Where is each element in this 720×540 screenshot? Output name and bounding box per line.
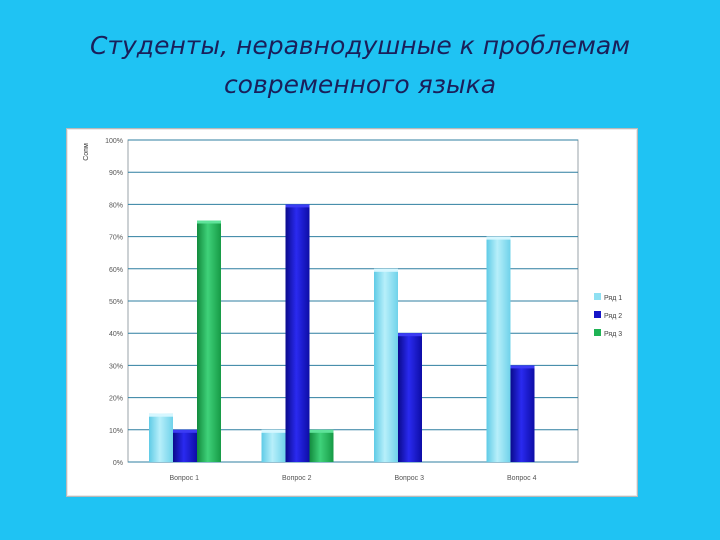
bar [398, 333, 422, 462]
legend-label: Ряд 3 [604, 331, 622, 338]
bar-top [309, 429, 334, 433]
bar [309, 429, 334, 462]
slide-title: Студенты, неравнодушные к проблемам совр… [0, 26, 720, 104]
bar [285, 204, 310, 462]
y-tick-label: 90% [109, 170, 123, 177]
bar [173, 429, 197, 462]
y-tick-label: 60% [109, 267, 123, 274]
bar-top [173, 429, 197, 433]
legend-swatch [594, 311, 601, 318]
bar [149, 413, 173, 462]
y-tick-label: 50% [109, 299, 123, 306]
bar [374, 268, 398, 462]
title-line-1: Студенты, неравнодушные к проблемам [89, 31, 631, 60]
bar [486, 236, 511, 462]
title-line-2: современного языка [223, 70, 497, 99]
y-tick-label: 20% [109, 396, 123, 403]
legend: Ряд 1 Ряд 2 Ряд 3 [594, 293, 622, 338]
x-tick-label: Вопрос 4 [507, 475, 537, 482]
legend-label: Ряд 1 [604, 295, 622, 302]
bars [149, 204, 535, 462]
bar-top [486, 236, 511, 240]
x-tick-label: Вопрос 3 [395, 475, 425, 482]
y-axis-label: Сопм [83, 143, 90, 161]
y-tick-label: 0% [113, 460, 123, 467]
y-tick-label: 100% [105, 138, 123, 145]
legend-swatch [594, 293, 601, 300]
bar [261, 429, 286, 462]
axis-labels: 0% 10% 20% 30% 40% 50% 60% 70% 80% 90% 100% Сопм Воп… [83, 138, 537, 482]
bar [197, 220, 221, 462]
y-tick-label: 10% [109, 428, 123, 435]
bar-top [510, 365, 535, 369]
bar-top [197, 220, 221, 224]
x-tick-label: Вопрос 2 [282, 475, 312, 482]
bar-top [374, 268, 398, 272]
x-tick-label: Вопрос 1 [170, 475, 200, 482]
y-tick-label: 80% [109, 202, 123, 209]
legend-label: Ряд 2 [604, 313, 622, 320]
bar-top [285, 204, 310, 208]
y-tick-label: 30% [109, 363, 123, 370]
y-tick-label: 70% [109, 235, 123, 242]
bar-top [149, 413, 173, 417]
bar [510, 365, 535, 462]
bar-top [261, 429, 286, 433]
y-tick-label: 40% [109, 331, 123, 338]
bar-top [398, 333, 422, 337]
legend-swatch [594, 329, 601, 336]
